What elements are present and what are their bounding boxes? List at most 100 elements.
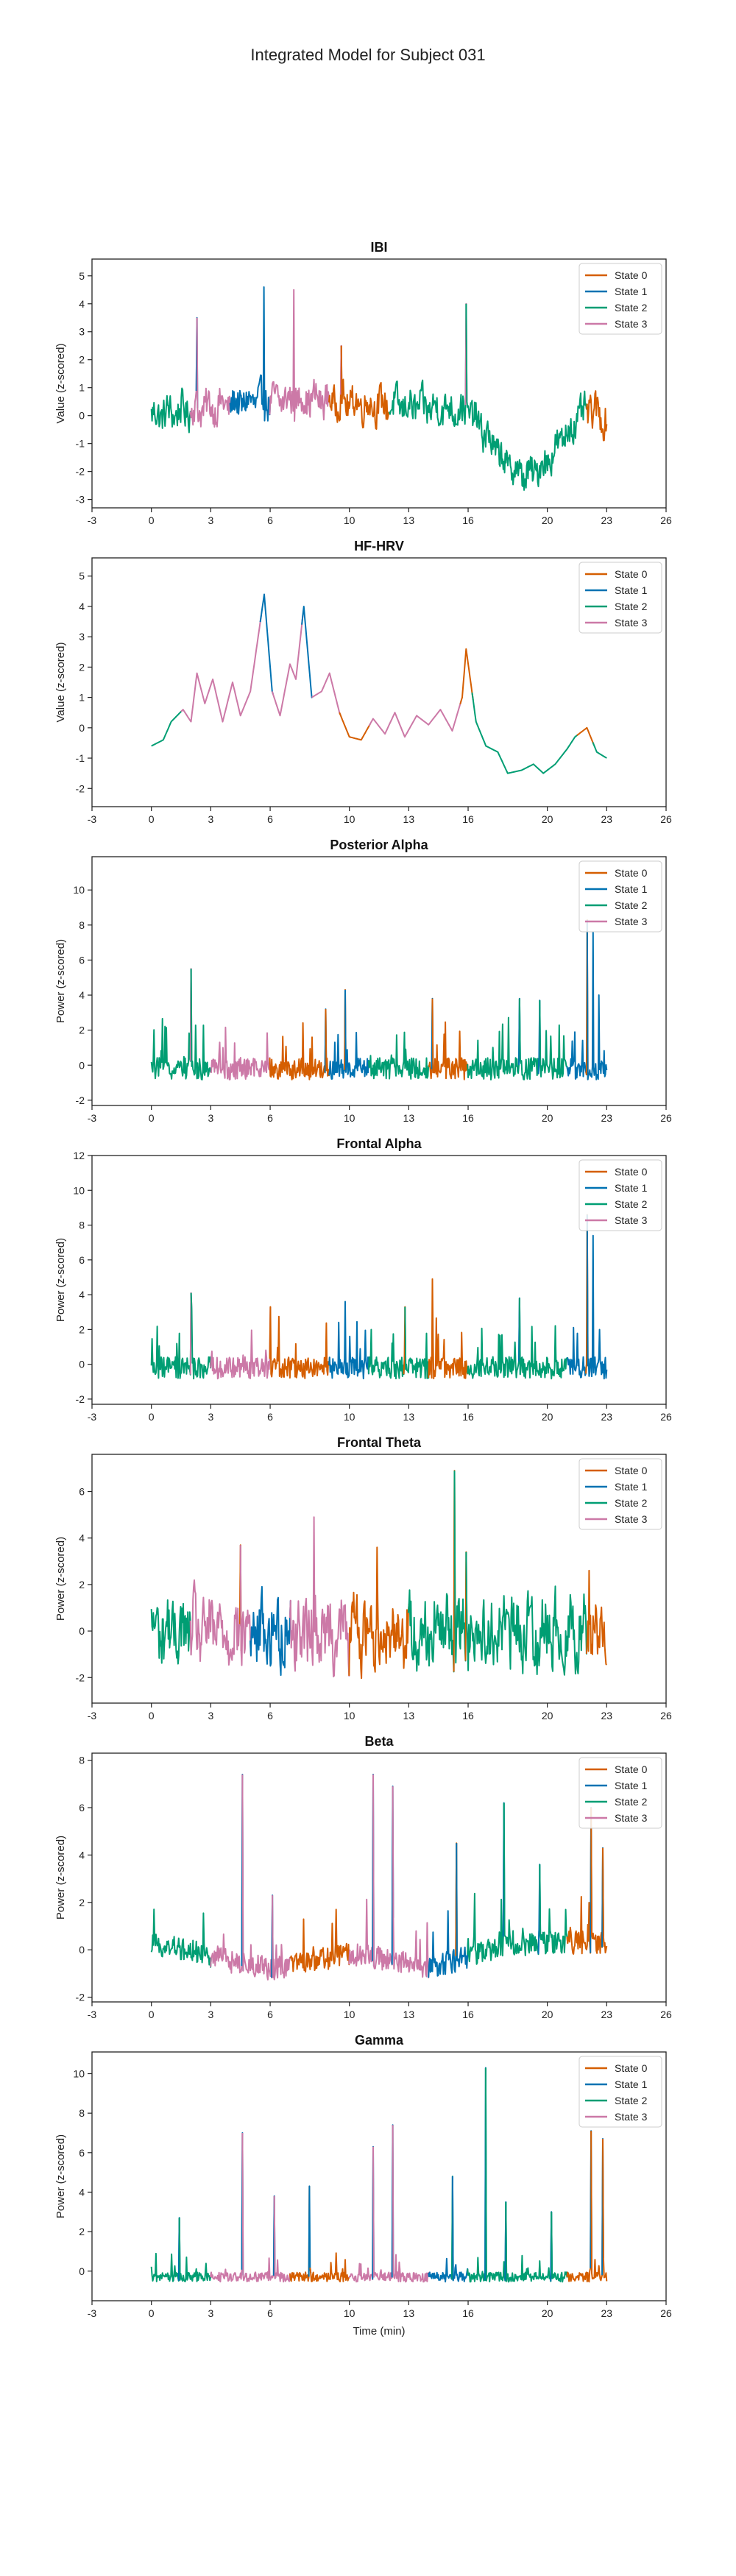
series-line-state-3 <box>372 1774 394 1971</box>
series-line-state-3 <box>372 2125 394 2282</box>
series-line-state-0 <box>348 1546 410 1680</box>
y-tick-label: 10 <box>73 884 85 896</box>
y-tick-label: 2 <box>79 2226 85 2237</box>
x-tick-label: 3 <box>208 813 213 825</box>
legend-label: State 3 <box>615 916 648 927</box>
y-tick-label: 4 <box>79 601 85 612</box>
series-line-state-2 <box>150 1292 192 1379</box>
x-tick-label: 3 <box>208 1112 213 1124</box>
y-tick-label: 0 <box>79 1625 85 1637</box>
y-tick-label: 5 <box>79 270 85 282</box>
series-line-state-2 <box>190 1292 212 1380</box>
series-line-state-2 <box>518 1298 568 1380</box>
x-tick-label: -3 <box>88 2307 97 2319</box>
series-line-state-1 <box>328 1301 370 1380</box>
y-tick-label: 2 <box>79 1323 85 1335</box>
series-line-state-1 <box>586 1214 608 1380</box>
y-tick-label: 12 <box>73 1150 85 1161</box>
series-line-state-2 <box>389 303 467 428</box>
x-tick-label: 10 <box>344 1112 355 1124</box>
series-line-state-2 <box>367 1031 430 1080</box>
x-tick-label: 13 <box>403 1411 415 1423</box>
series-line-state-2 <box>471 692 578 774</box>
series-line-state-2 <box>404 1306 430 1379</box>
y-tick-label: 0 <box>79 410 85 422</box>
x-tick-label: 23 <box>601 1710 613 1722</box>
series-line-state-0 <box>325 1009 330 1077</box>
series-line-state-3 <box>269 289 330 422</box>
legend-label: State 1 <box>615 1780 648 1791</box>
series-line-state-2 <box>467 2067 486 2283</box>
series-line-state-1 <box>344 989 370 1078</box>
x-tick-label: 13 <box>403 1710 415 1722</box>
panel-title: Frontal Alpha <box>336 1136 422 1151</box>
legend-box <box>578 1458 662 1530</box>
y-tick-label: 2 <box>79 1897 85 1908</box>
y-tick-label: -2 <box>76 1992 85 2003</box>
x-tick-label: -3 <box>88 1112 97 1124</box>
series-line-state-0 <box>269 1306 330 1379</box>
chart-panel-4: Frontal Theta -3 0 3 6 10 13 16 20 23 26 -2 0 2 4 6 Powe… <box>54 1435 672 1722</box>
series-lines <box>150 1470 608 1680</box>
x-tick-label: 23 <box>601 514 613 526</box>
x-tick-label: 0 <box>149 1411 155 1423</box>
y-axis-label: Power (z-scored) <box>54 1836 67 1919</box>
x-tick-label: 26 <box>660 1112 672 1124</box>
series-line-state-2 <box>518 998 540 1080</box>
legend-box <box>578 2056 662 2128</box>
x-tick-label: 3 <box>208 2009 213 2020</box>
series-line-state-3 <box>189 1545 241 1666</box>
series-line-state-3 <box>392 1786 430 1978</box>
y-tick-label: -2 <box>76 1094 85 1106</box>
series-line-state-3 <box>271 615 304 717</box>
series-line-state-0 <box>566 1807 592 1955</box>
legend: State 0 State 1 State 2 State 3 <box>578 2056 662 2128</box>
x-tick-label: -3 <box>88 2009 97 2020</box>
series-lines <box>150 919 608 1080</box>
series-line-state-2 <box>150 1908 212 1968</box>
legend-box <box>578 860 662 933</box>
y-axis-label: Power (z-scored) <box>54 2134 67 2218</box>
series-line-state-0 <box>289 1908 351 1973</box>
series-line-state-2 <box>551 2212 569 2283</box>
x-tick-label: 3 <box>208 1411 213 1423</box>
legend-label: State 0 <box>615 867 648 879</box>
x-tick-label: 13 <box>403 2009 415 2020</box>
series-line-state-1 <box>250 1585 291 1677</box>
series-line-state-2 <box>367 1328 406 1380</box>
y-tick-label: 4 <box>79 298 85 310</box>
x-tick-label: 23 <box>601 2009 613 2020</box>
series-line-state-2 <box>150 1599 192 1665</box>
series-line-state-3 <box>392 2125 430 2283</box>
x-tick-label: 0 <box>149 2307 155 2319</box>
y-tick-label: -2 <box>76 1671 85 1683</box>
series-line-state-2 <box>467 1802 505 1965</box>
series-line-state-0 <box>585 390 608 442</box>
x-tick-label: 6 <box>267 1411 273 1423</box>
series-lines <box>150 1214 608 1380</box>
series-line-state-3 <box>273 2195 291 2283</box>
y-tick-label: 4 <box>79 1289 85 1301</box>
series-line-state-2 <box>151 710 183 747</box>
y-tick-label: 8 <box>79 1755 85 1766</box>
x-tick-label: 0 <box>149 1710 155 1722</box>
x-tick-label: 20 <box>542 2009 553 2020</box>
legend-label: State 0 <box>615 1465 648 1476</box>
legend-label: State 2 <box>615 2095 648 2106</box>
x-tick-label: 26 <box>660 813 672 825</box>
legend-label: State 0 <box>615 2062 648 2074</box>
x-tick-label: 6 <box>267 2307 273 2319</box>
legend-label: State 1 <box>615 1481 648 1493</box>
series-line-state-1 <box>229 286 272 422</box>
series-line-state-3 <box>239 1545 252 1666</box>
y-tick-label: 10 <box>73 1184 85 1196</box>
series-line-state-0 <box>340 345 390 430</box>
series-line-state-0 <box>576 726 595 746</box>
x-tick-label: 16 <box>462 514 474 526</box>
series-line-state-2 <box>407 1471 456 1673</box>
y-tick-label: 8 <box>79 1220 85 1231</box>
axes-frame <box>91 1454 667 1704</box>
x-tick-label: 26 <box>660 1411 672 1423</box>
series-line-state-3 <box>368 700 462 738</box>
